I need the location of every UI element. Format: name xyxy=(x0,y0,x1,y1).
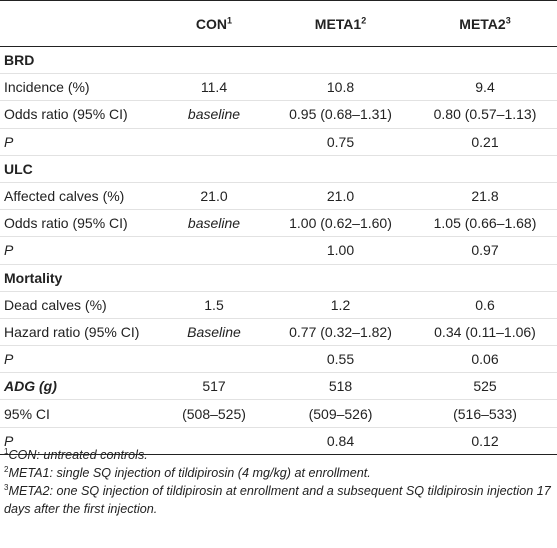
table-cell: 0.80 (0.57–1.13) xyxy=(433,106,537,123)
header-row: CON1 META12 META23 xyxy=(0,0,557,47)
table-cell xyxy=(268,155,413,182)
table-cell: Baseline xyxy=(187,323,241,340)
table-row: P 0.84 0.12 xyxy=(0,427,557,455)
table-body: BRD Incidence (%) 11.4 10.8 9.4 Odds ratio (9… xyxy=(0,47,557,455)
table-cell: 1.05 (0.66–1.68) xyxy=(433,215,537,232)
table-cell: 0.21 xyxy=(471,133,499,150)
header-meta1: META12 xyxy=(268,1,413,47)
row-label: ADG (g) xyxy=(4,378,57,395)
table-cell: 10.8 xyxy=(326,79,355,96)
table-cell: 0.06 xyxy=(471,351,499,368)
table-cell xyxy=(413,155,557,182)
table-cell: (509–526) xyxy=(308,405,373,422)
table-cell: 1.00 (0.62–1.60) xyxy=(289,215,392,232)
table-cell: 1.5 xyxy=(204,296,224,313)
footnote-3: 3META2: one SQ injection of tildipirosin… xyxy=(4,482,554,518)
table-cell: 518 xyxy=(328,378,353,395)
footnote-1-sup: 1 xyxy=(4,446,9,456)
table-cell: (508–525) xyxy=(182,405,246,422)
header-meta2-sup: 3 xyxy=(505,14,511,25)
table-row: P 1.00 0.97 xyxy=(0,237,557,264)
table-cell xyxy=(268,47,413,74)
table-row: Dead calves (%) 1.5 1.2 0.6 xyxy=(0,291,557,319)
table-cell xyxy=(413,264,557,291)
header-con: CON1 xyxy=(160,1,268,47)
table-row: Odds ratio (95% CI) baseline 1.00 (0.62–1.… xyxy=(0,210,557,237)
table-cell: baseline xyxy=(187,215,241,232)
header-meta2-label: META2 xyxy=(459,15,506,32)
row-label: P xyxy=(4,242,14,259)
header-empty-cell xyxy=(0,1,160,47)
table-cell: 0.55 xyxy=(326,351,355,368)
row-label: BRD xyxy=(4,52,35,69)
row-label: 95% CI xyxy=(4,405,50,422)
table-row: Odds ratio (95% CI) baseline 0.95 (0.68–1.… xyxy=(0,101,557,129)
table-cell: (516–533) xyxy=(453,405,517,422)
row-label: ULC xyxy=(4,160,33,177)
table-cell: 0.12 xyxy=(471,432,499,449)
table-cell: 0.97 xyxy=(471,242,499,259)
row-label: P xyxy=(4,432,14,449)
footnote-1-text: CON: untreated controls. xyxy=(8,448,148,462)
table-row: P 0.55 0.06 xyxy=(0,346,557,373)
table-cell: 0.6 xyxy=(475,296,495,313)
table-cell: 0.75 xyxy=(326,133,355,150)
table-cell xyxy=(160,128,268,155)
table-row: P 0.75 0.21 xyxy=(0,128,557,156)
table-row: ULC xyxy=(0,155,557,183)
row-label: Affected calves (%) xyxy=(4,188,125,205)
footnote-2-sup: 2 xyxy=(4,464,9,474)
table-cell xyxy=(160,237,268,264)
table-cell xyxy=(160,155,268,182)
table-row: Mortality xyxy=(0,264,557,292)
row-label: Hazard ratio (95% CI) xyxy=(4,323,140,340)
table-row: BRD xyxy=(0,47,557,74)
row-label: P xyxy=(4,133,14,150)
footnote-3-text: META2: one SQ injection of tildipirosin … xyxy=(4,484,551,516)
table-cell: 1.00 xyxy=(326,242,355,259)
table-cell xyxy=(160,346,268,373)
footnote-2-text: META1: single SQ injection of tildipiros… xyxy=(8,466,371,480)
table-cell xyxy=(413,47,557,74)
row-label: Dead calves (%) xyxy=(4,296,107,313)
row-label: Odds ratio (95% CI) xyxy=(4,106,128,123)
header-con-label: CON xyxy=(195,15,228,32)
header-meta2: META23 xyxy=(413,1,557,47)
table-cell: 11.4 xyxy=(200,79,228,96)
table-cell: 21.8 xyxy=(471,188,499,205)
table-cell: 21.0 xyxy=(200,188,228,205)
table-cell xyxy=(160,47,268,74)
table-cell: 517 xyxy=(202,378,226,395)
table-cell: 0.34 (0.11–1.06) xyxy=(434,323,536,340)
table-row: ADG (g) 517 518 525 xyxy=(0,373,557,400)
table-header: CON1 META12 META23 xyxy=(0,0,557,47)
header-meta1-label: META1 xyxy=(314,15,362,32)
footnote-1: 1CON: untreated controls. xyxy=(4,446,554,464)
table-cell: 0.95 (0.68–1.31) xyxy=(289,106,392,123)
table-cell: 0.84 xyxy=(326,432,355,449)
table-cell: 525 xyxy=(473,378,497,395)
header-meta1-sup: 2 xyxy=(361,14,367,25)
table-cell xyxy=(268,264,413,291)
table-cell: baseline xyxy=(187,106,241,123)
table-cell: 0.77 (0.32–1.82) xyxy=(289,323,392,340)
footnote-3-sup: 3 xyxy=(4,482,9,492)
table-cell: 1.2 xyxy=(330,296,351,313)
results-table: CON1 META12 META23 BRD Incidence (%) 11.4 1… xyxy=(0,0,557,455)
table-row: Incidence (%) 11.4 10.8 9.4 xyxy=(0,74,557,101)
table-row: 95% CI (508–525) (509–526) (516–533) xyxy=(0,400,557,428)
row-label: Odds ratio (95% CI) xyxy=(4,215,128,232)
table-row: Hazard ratio (95% CI) Baseline 0.77 (0.32–… xyxy=(0,318,557,346)
table-cell xyxy=(160,264,268,291)
footnotes: 1CON: untreated controls. 2META1: single… xyxy=(4,446,554,518)
table-cell: 21.0 xyxy=(326,188,355,205)
table-cell: 9.4 xyxy=(475,79,495,96)
footnote-2: 2META1: single SQ injection of tildipiro… xyxy=(4,464,554,482)
row-label: Incidence (%) xyxy=(4,79,90,96)
header-con-sup: 1 xyxy=(227,14,233,25)
row-label: Mortality xyxy=(4,269,63,286)
table-row: Affected calves (%) 21.0 21.0 21.8 xyxy=(0,182,557,210)
row-label: P xyxy=(4,351,14,368)
